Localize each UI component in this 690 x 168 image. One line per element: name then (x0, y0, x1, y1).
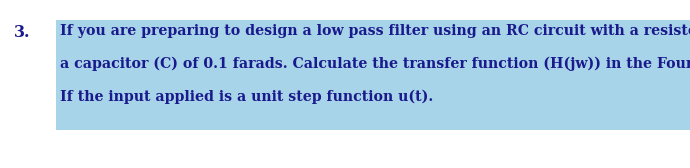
Text: a capacitor (C) of 0.1 farads. Calculate the transfer function (H(jw)) in the Fo: a capacitor (C) of 0.1 farads. Calculate… (60, 57, 690, 71)
Text: 3.: 3. (14, 24, 30, 41)
Text: If the input applied is a unit step function u(t).: If the input applied is a unit step func… (60, 90, 433, 104)
Bar (56, 20, 690, 130)
Text: If you are preparing to design a low pass filter using an RC circuit with a resi: If you are preparing to design a low pas… (60, 24, 690, 38)
